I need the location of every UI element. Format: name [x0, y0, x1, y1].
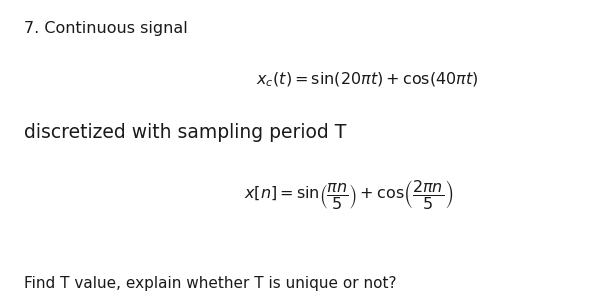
Text: $x[n] = \sin\!\left(\dfrac{\pi n}{5}\right) + \cos\!\left(\dfrac{2\pi n}{5}\righ: $x[n] = \sin\!\left(\dfrac{\pi n}{5}\rig…	[244, 178, 453, 211]
Text: $x_c(t) = \sin(20\pi t) + \cos(40\pi t)$: $x_c(t) = \sin(20\pi t) + \cos(40\pi t)$	[256, 71, 479, 89]
Text: Find T value, explain whether T is unique or not?: Find T value, explain whether T is uniqu…	[24, 276, 397, 291]
Text: discretized with sampling period T: discretized with sampling period T	[24, 123, 347, 142]
Text: 7. Continuous signal: 7. Continuous signal	[24, 21, 188, 37]
